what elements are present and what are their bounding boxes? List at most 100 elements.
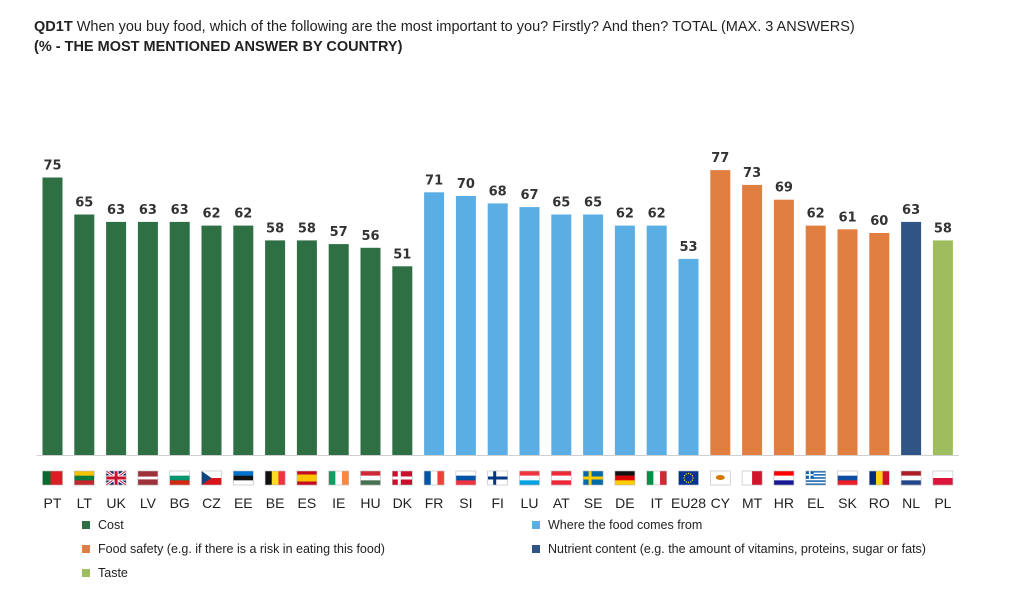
bar-lu <box>519 207 540 455</box>
category-label-it: IT <box>650 495 663 511</box>
category-label-be: BE <box>266 495 285 511</box>
flag-hu-icon <box>360 470 381 486</box>
flag-mt-icon <box>741 470 763 486</box>
category-label-pt: PT <box>44 495 62 511</box>
category-label-lv: LV <box>140 495 157 511</box>
question-text: When you buy food, which of the followin… <box>72 19 855 35</box>
category-label-bg: BG <box>170 495 190 511</box>
category-label-el: EL <box>807 495 824 511</box>
question-code: QD1T <box>34 19 73 35</box>
bar-nl <box>901 221 922 455</box>
flag-fi-icon <box>487 470 509 486</box>
flag-eu28-icon <box>678 470 699 486</box>
value-label-mt: 73 <box>743 166 761 181</box>
category-label-se: SE <box>584 495 603 511</box>
value-label-lv: 63 <box>139 203 157 218</box>
chart-title: QD1T When you buy food, which of the fol… <box>34 18 1014 37</box>
bar-cy <box>710 170 731 455</box>
value-label-at: 65 <box>552 196 570 211</box>
category-label-ee: EE <box>234 495 253 511</box>
flag-be-icon <box>264 470 286 486</box>
category-label-sk: SK <box>838 495 857 511</box>
category-label-de: DE <box>615 495 634 511</box>
chart-subtitle: (% - THE MOST MENTIONED ANSWER BY COUNTR… <box>34 39 403 55</box>
flag-de-icon <box>614 470 636 486</box>
bar-pl <box>932 240 953 455</box>
flag-uk-icon <box>105 469 127 487</box>
value-label-dk: 51 <box>393 247 411 262</box>
bar-ee <box>233 225 254 455</box>
bar-hu <box>360 247 381 455</box>
bar-eu28 <box>678 258 699 455</box>
bar-ro <box>869 233 890 455</box>
flag-pt-icon <box>42 470 63 486</box>
value-label-bg: 63 <box>171 203 189 218</box>
flag-ro-icon <box>868 470 890 486</box>
bar-mt <box>742 184 763 455</box>
value-label-nl: 63 <box>902 203 920 218</box>
value-label-lt: 65 <box>75 196 93 211</box>
value-label-lu: 67 <box>520 188 538 203</box>
value-label-el: 62 <box>807 207 825 222</box>
flag-lv-icon <box>137 470 159 486</box>
flag-se-icon <box>582 470 604 486</box>
category-label-eu28: EU28 <box>671 495 706 511</box>
category-label-uk: UK <box>106 495 126 511</box>
value-label-pt: 75 <box>43 159 61 174</box>
flag-si-icon <box>455 470 477 486</box>
category-label-hr: HR <box>774 495 794 511</box>
category-label-dk: DK <box>393 495 413 511</box>
flag-cz-icon <box>201 470 222 486</box>
value-label-cy: 77 <box>711 151 729 166</box>
bar-ie <box>328 244 349 455</box>
category-label-cy: CY <box>711 495 731 511</box>
value-label-pl: 58 <box>934 221 952 236</box>
value-label-hu: 56 <box>361 229 379 244</box>
value-label-fr: 71 <box>425 173 443 188</box>
category-label-ro: RO <box>869 495 890 511</box>
flag-ie-icon <box>328 470 350 486</box>
value-label-de: 62 <box>616 207 634 222</box>
category-label-mt: MT <box>742 495 763 511</box>
bar-el <box>805 225 826 455</box>
bar-lt <box>74 214 95 455</box>
bar-es <box>296 240 317 455</box>
value-label-be: 58 <box>266 221 284 236</box>
bar-uk <box>106 221 127 455</box>
category-label-hu: HU <box>360 495 380 511</box>
category-label-fr: FR <box>425 495 444 511</box>
category-label-nl: NL <box>902 495 920 511</box>
flag-pl-icon <box>932 470 954 486</box>
value-label-ro: 60 <box>870 214 888 229</box>
value-label-uk: 63 <box>107 203 125 218</box>
flag-it-icon <box>646 470 668 486</box>
flag-dk-icon <box>391 470 413 486</box>
bar-dk <box>392 266 413 455</box>
category-label-at: AT <box>553 495 570 511</box>
flag-cy-icon <box>709 470 731 486</box>
value-label-eu28: 53 <box>679 240 697 255</box>
value-label-hr: 69 <box>775 181 793 196</box>
flag-bg-icon <box>169 470 190 486</box>
bar-lv <box>137 221 158 455</box>
bar-be <box>265 240 286 455</box>
value-label-cz: 62 <box>202 207 220 222</box>
category-label-si: SI <box>459 495 472 511</box>
flag-nl-icon <box>900 470 922 486</box>
value-label-si: 70 <box>457 177 475 192</box>
bar-fr <box>424 192 445 456</box>
category-label-lu: LU <box>521 495 539 511</box>
bar-at <box>551 214 572 455</box>
value-label-ie: 57 <box>330 225 348 240</box>
bar-de <box>614 225 635 455</box>
bar-it <box>646 225 667 455</box>
flag-sk-icon <box>837 470 858 486</box>
category-label-cz: CZ <box>202 495 221 511</box>
bar-bg <box>169 221 190 455</box>
value-label-fi: 68 <box>489 184 507 199</box>
bar-sk <box>837 229 858 455</box>
bar-se <box>583 214 604 455</box>
bar-hr <box>773 199 794 455</box>
flag-lt-icon <box>74 470 95 486</box>
flag-lu-icon <box>519 470 540 486</box>
